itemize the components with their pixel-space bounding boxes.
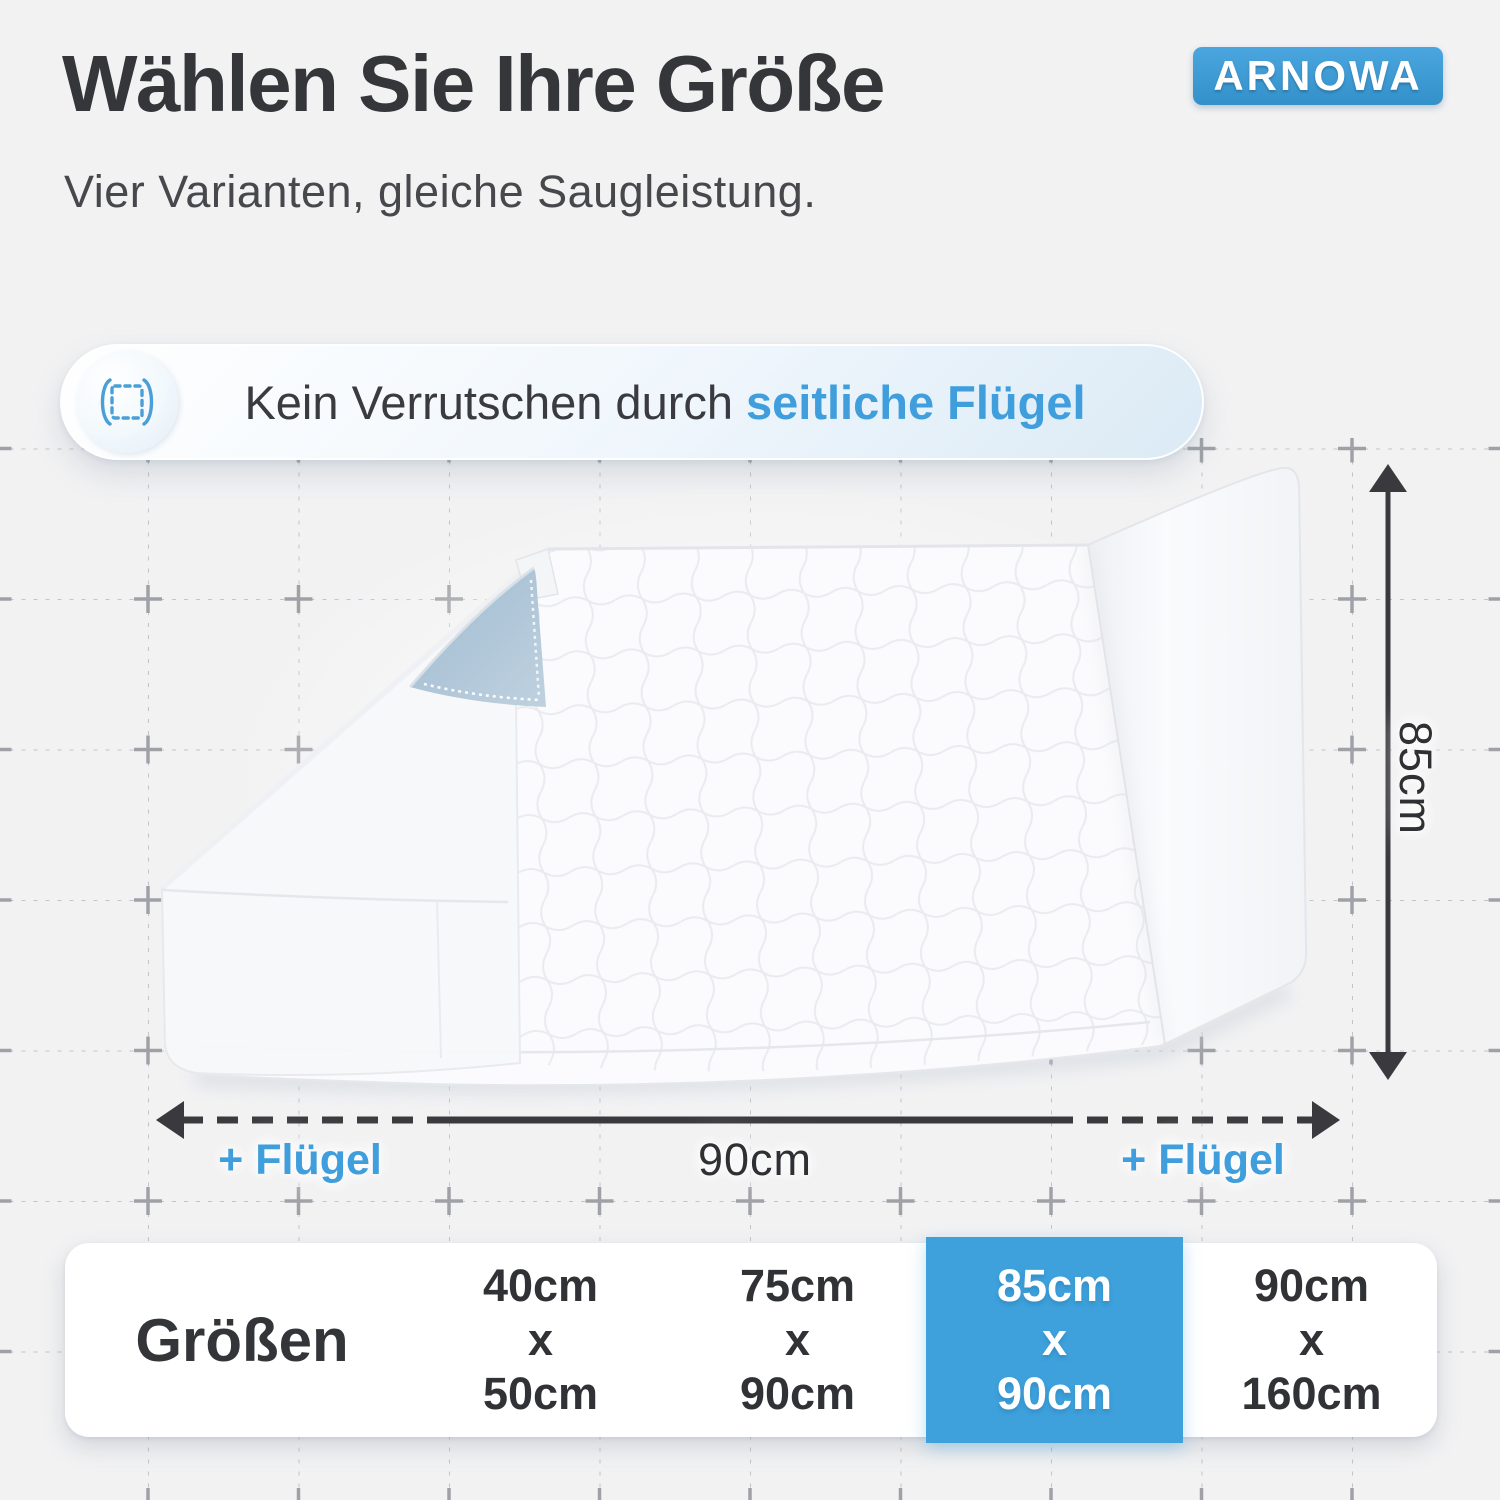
brand-logo-text: ARNOWA	[1213, 52, 1423, 99]
brand-logo-badge: ARNOWA	[1193, 47, 1443, 105]
page-title: Wählen Sie Ihre Größe	[62, 39, 886, 128]
wing-label-right: + Flügel	[1121, 1136, 1285, 1184]
feature-banner: Kein Verrutschen durch seitliche Flügel	[60, 344, 1204, 460]
size-separator: x	[1298, 1314, 1325, 1365]
size-option-75x90: 75cm x 90cm	[739, 1260, 856, 1419]
size-option-40x50: 40cm x 50cm	[482, 1260, 599, 1419]
size-separator: x	[1041, 1314, 1068, 1365]
size-separator: x	[784, 1314, 811, 1365]
size-option-85x90-selected: 85cm x 90cm	[926, 1237, 1183, 1443]
wing-label-left: + Flügel	[218, 1136, 382, 1184]
width-dimension-label: 90cm	[697, 1134, 813, 1185]
sizes-card-label: Größen	[135, 1306, 349, 1374]
sizes-card	[65, 1243, 1437, 1437]
banner-text-highlight: seitliche Flügel	[746, 375, 1086, 429]
product-backlight-glow	[230, 480, 1290, 1080]
pad-with-side-wings-icon	[100, 378, 154, 426]
height-dimension-label: 85cm	[1390, 720, 1442, 836]
banner-text-plain: Kein Verrutschen durch	[244, 375, 734, 429]
feature-banner-icon-circle	[76, 351, 178, 453]
page-subtitle: Vier Varianten, gleiche Saugleistung.	[64, 166, 817, 217]
feature-banner-text: Kein Verrutschen durch seitliche Flügel	[178, 375, 1202, 430]
size-option-90x160: 90cm x 160cm	[1241, 1260, 1382, 1419]
size-separator: x	[527, 1314, 554, 1365]
